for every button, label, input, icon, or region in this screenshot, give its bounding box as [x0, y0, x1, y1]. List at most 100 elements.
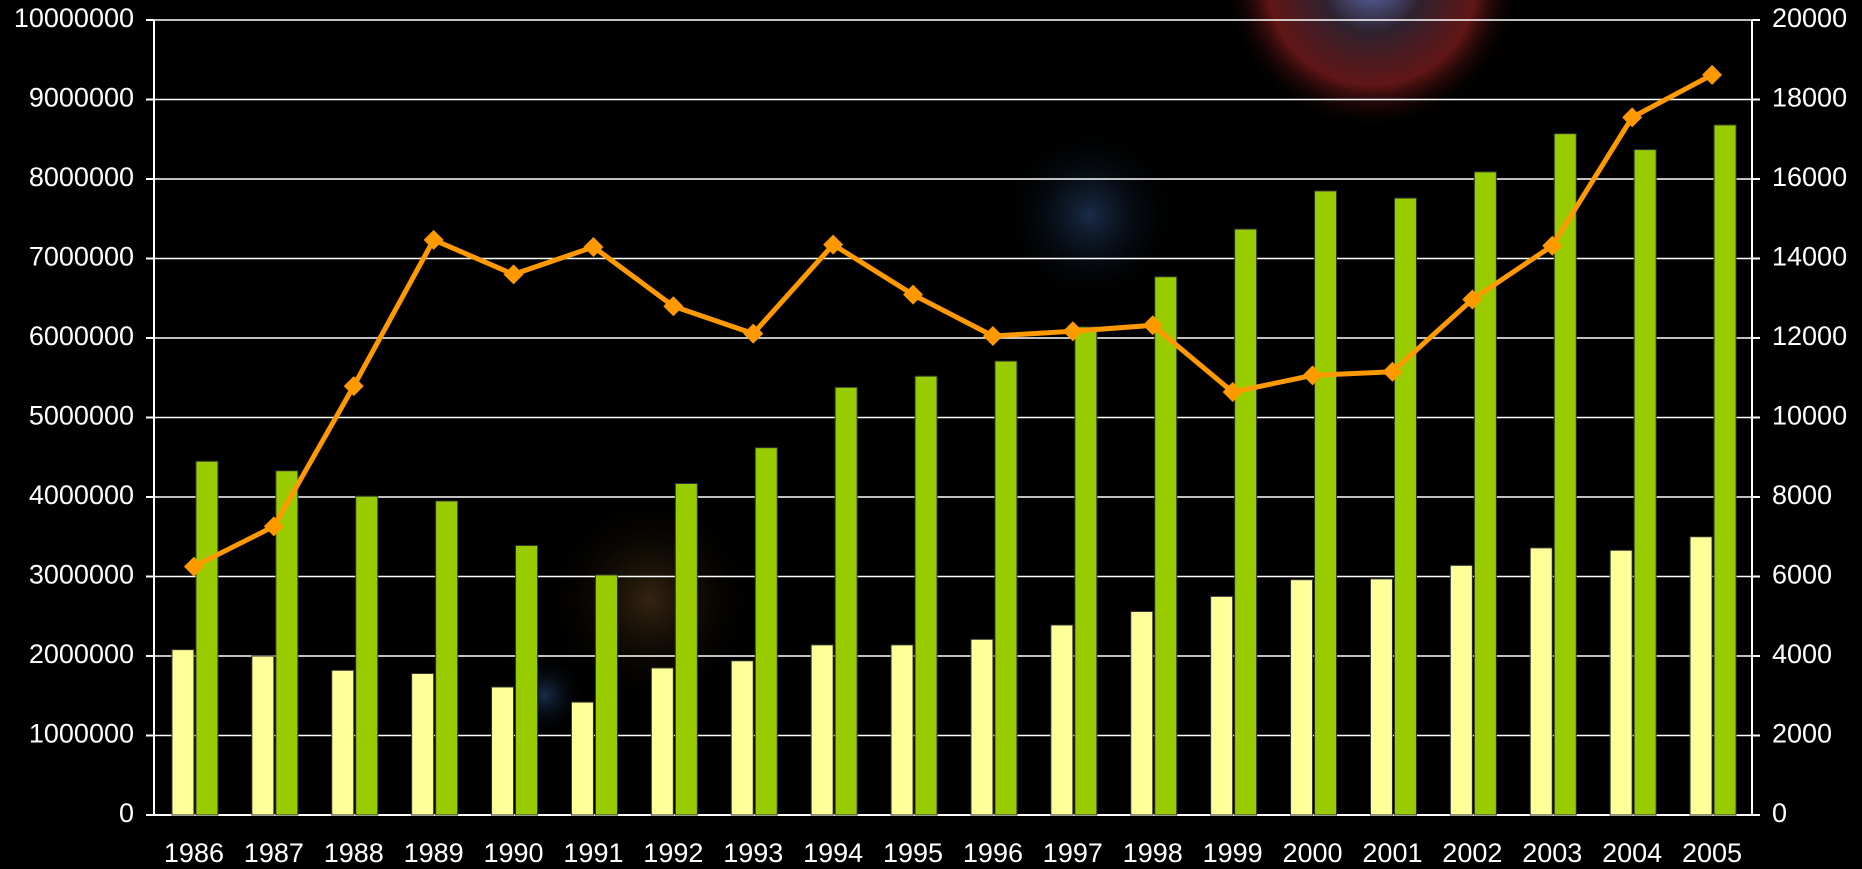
y-tick-label: 2000000 [29, 639, 134, 669]
x-tick-label: 1986 [164, 838, 224, 868]
bar [171, 649, 195, 816]
y-tick-label: 3000000 [29, 560, 134, 590]
x-tick-label: 1993 [723, 838, 783, 868]
x-tick-label: 2002 [1442, 838, 1502, 868]
bar [1074, 326, 1098, 816]
line-marker [1542, 235, 1563, 256]
bar [1290, 579, 1314, 816]
x-tick-label: 1990 [484, 838, 544, 868]
y2-tick-label: 6000 [1772, 560, 1832, 590]
y2-tick-label: 16000 [1772, 162, 1847, 192]
x-tick-label: 1992 [643, 838, 703, 868]
bar [1553, 133, 1577, 816]
bar [1689, 536, 1713, 816]
bar [834, 386, 858, 816]
bar [1210, 595, 1234, 816]
x-tick-label: 2000 [1283, 838, 1343, 868]
x-tick-label: 1991 [563, 838, 623, 868]
bar [570, 701, 594, 816]
bar [1393, 197, 1417, 816]
y2-tick-label: 2000 [1772, 719, 1832, 749]
x-tick-label: 1998 [1123, 838, 1183, 868]
x-tick-label: 2004 [1602, 838, 1662, 868]
bar [491, 686, 515, 816]
bar [890, 644, 914, 816]
bar [970, 638, 994, 816]
line-marker [263, 516, 284, 537]
bar [435, 500, 459, 816]
x-tick-label: 1995 [883, 838, 943, 868]
bar [195, 460, 219, 816]
line [192, 72, 1714, 569]
bar [1369, 578, 1393, 816]
lens-flare [1000, 125, 1180, 305]
bar [674, 482, 698, 816]
bar [914, 375, 938, 816]
y-tick-label: 7000000 [29, 242, 134, 272]
x-tick-label: 1996 [963, 838, 1023, 868]
bar [754, 447, 778, 816]
line-marker [1142, 315, 1163, 336]
bar [1633, 149, 1657, 816]
bar [1609, 549, 1633, 816]
y2-tick-label: 14000 [1772, 242, 1847, 272]
line-marker [583, 236, 604, 257]
x-tick-label: 2003 [1522, 838, 1582, 868]
bar [1713, 124, 1737, 816]
bar [1314, 190, 1338, 816]
bar [1234, 228, 1258, 816]
x-tick-label: 1988 [324, 838, 384, 868]
bar [331, 669, 355, 816]
bar [650, 667, 674, 816]
lens-flare [1223, 0, 1521, 130]
line-marker [1222, 382, 1243, 403]
y2-tick-label: 4000 [1772, 639, 1832, 669]
line-marker [1462, 289, 1483, 310]
x-tick-label: 1994 [803, 838, 863, 868]
x-tick-label: 2005 [1682, 838, 1742, 868]
line-marker [183, 556, 204, 577]
y2-tick-label: 8000 [1772, 480, 1832, 510]
line-marker [663, 296, 684, 317]
bar [994, 360, 1018, 816]
x-tick-label: 1989 [404, 838, 464, 868]
bar [1050, 624, 1074, 816]
bar [251, 655, 275, 816]
y2-tick-label: 12000 [1772, 321, 1847, 351]
y2-tick-label: 18000 [1772, 83, 1847, 113]
x-tick-label: 1999 [1203, 838, 1263, 868]
bar [730, 660, 754, 816]
line-marker [1702, 64, 1723, 85]
line-marker [823, 234, 844, 255]
y2-tick-label: 10000 [1772, 401, 1847, 431]
y-tick-label: 10000000 [14, 3, 134, 33]
bar [1449, 564, 1473, 816]
y-tick-label: 0 [119, 798, 134, 828]
x-tick-label: 1997 [1043, 838, 1103, 868]
y2-tick-label: 0 [1772, 798, 1787, 828]
bar [594, 574, 618, 816]
y-tick-label: 4000000 [29, 480, 134, 510]
y-tick-label: 8000000 [29, 162, 134, 192]
y-tick-label: 1000000 [29, 719, 134, 749]
plot: 0 1000000 2000000 3000000 4000000 5000000 6000… [14, 3, 1847, 868]
x-tick-label: 1987 [244, 838, 304, 868]
bar [515, 544, 539, 816]
bar [1130, 610, 1154, 816]
line-marker [982, 326, 1003, 347]
line-marker [1382, 361, 1403, 382]
bar [411, 672, 435, 816]
line-marker [503, 264, 524, 285]
y-tick-label: 6000000 [29, 321, 134, 351]
y-tick-label: 9000000 [29, 83, 134, 113]
bar [355, 495, 379, 816]
line-marker [743, 323, 764, 344]
y-tick-label: 5000000 [29, 401, 134, 431]
y2-tick-label: 20000 [1772, 3, 1847, 33]
bar [810, 644, 834, 816]
bar [275, 470, 299, 816]
bar [1529, 547, 1553, 816]
line-marker [343, 376, 364, 397]
line-marker [1062, 321, 1083, 342]
